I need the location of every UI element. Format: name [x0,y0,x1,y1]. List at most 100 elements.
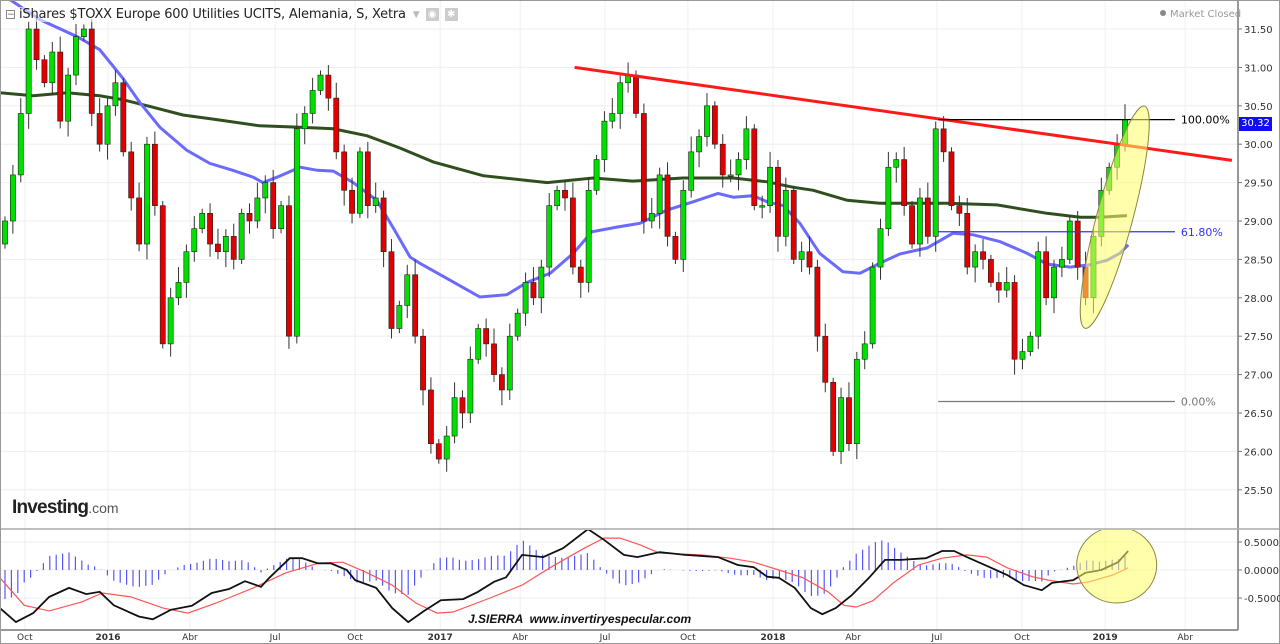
time-tick-label: Jul [930,633,942,643]
candle-body [483,328,490,345]
candle-body [112,82,119,107]
candle-body [759,205,766,208]
candle-body [767,166,773,206]
candle-body [538,266,545,299]
market-status-label: Market Closed [1170,9,1242,20]
candle-body [924,197,931,237]
time-tick-label: 2018 [760,633,785,643]
candle-body [775,166,781,237]
candle-body [743,128,750,160]
time-tick-label: Oct [680,633,696,643]
macd-signal-line [0,537,1129,614]
minus-box-icon[interactable]: − [6,10,15,20]
candle-body [73,36,79,76]
candle-body [554,189,561,206]
candle-body [656,174,663,214]
candle-body [325,74,332,99]
candle-body [988,259,994,283]
fib-level-label: 0.00% [1181,395,1216,408]
candle-body [846,397,852,445]
candle-body [727,174,734,177]
time-tick-label: 2019 [1093,633,1118,643]
candle-body [964,213,971,268]
candle-body [704,105,710,137]
candle-body [1011,282,1018,360]
candle-body [633,74,639,114]
candle-body [514,312,521,337]
candle-body [522,282,529,314]
candle-body [1051,266,1057,299]
macd-highlight-circle [1076,530,1158,604]
investing-logo: Investing.com [12,497,119,519]
candle-body [96,113,103,145]
time-tick-label: Abr [1177,633,1193,643]
candle-body [751,128,758,206]
candle-body [372,197,379,206]
candle-body [57,51,64,122]
price-tick-label: 31.00 [1244,63,1273,74]
candle-body [333,97,340,153]
candle-body [396,305,403,329]
candle-body [159,205,166,345]
chart-header: − iShares $TOXX Europe 600 Utilities UCI… [6,7,458,22]
candle-body [569,197,576,268]
candle-body [672,236,679,260]
candle-body [49,51,56,84]
candle-body [144,143,150,245]
candle-body [207,213,213,245]
candle-body [167,297,174,345]
candle-body [435,443,442,460]
last-price-label: 30.32 [1239,117,1272,131]
candle-body [428,389,434,445]
candle-body [593,159,600,191]
candle-body [664,174,671,237]
candle-body [530,282,537,299]
candle-body [364,151,371,206]
candle-body [65,74,71,122]
time-tick-label: Jul [599,633,611,643]
candle-body [1035,251,1042,337]
price-tick-label: 28.50 [1244,255,1273,266]
caret-down-icon[interactable]: ▼ [412,9,420,20]
candle-body [286,205,292,337]
candle-body [577,266,584,283]
price-tick-label: 28.00 [1244,294,1273,305]
candle-body [1027,335,1034,352]
candle-body [648,213,655,222]
candle-body [601,120,608,160]
candle-body [459,397,466,414]
candle-body [790,189,797,260]
moving-average-fast [9,0,1130,299]
time-tick-label: Abr [182,633,198,643]
candle-body [861,343,868,360]
candle-body [17,113,24,176]
gear-icon[interactable]: ✱ [444,8,458,21]
price-tick-label: 31.50 [1244,25,1273,36]
settings-circle-icon[interactable]: ◉ [425,8,439,21]
candle-body [735,159,742,176]
candle-body [980,251,986,260]
candle-body [972,251,979,268]
candle-body [814,266,821,337]
candle-body [238,213,245,260]
candle-body [230,236,237,260]
candle-body [136,197,142,245]
price-tick-label: 29.50 [1244,179,1273,190]
candle-body [719,143,726,176]
candle-body [617,82,624,114]
candle-body [270,182,277,229]
candle-body [412,274,419,337]
author-signature: J.SIERRA www.invertiryespecular.com [468,612,692,626]
candle-body [885,166,892,229]
candle-body [640,113,647,222]
candle-body [956,205,963,214]
candle-body [80,28,87,37]
logo-suffix: .com [88,500,119,516]
candle-body [120,82,127,153]
price-tick-label: 26.00 [1244,447,1273,458]
time-tick-label: 2016 [96,633,121,643]
candle-body [869,266,876,345]
candle-body [420,335,426,391]
